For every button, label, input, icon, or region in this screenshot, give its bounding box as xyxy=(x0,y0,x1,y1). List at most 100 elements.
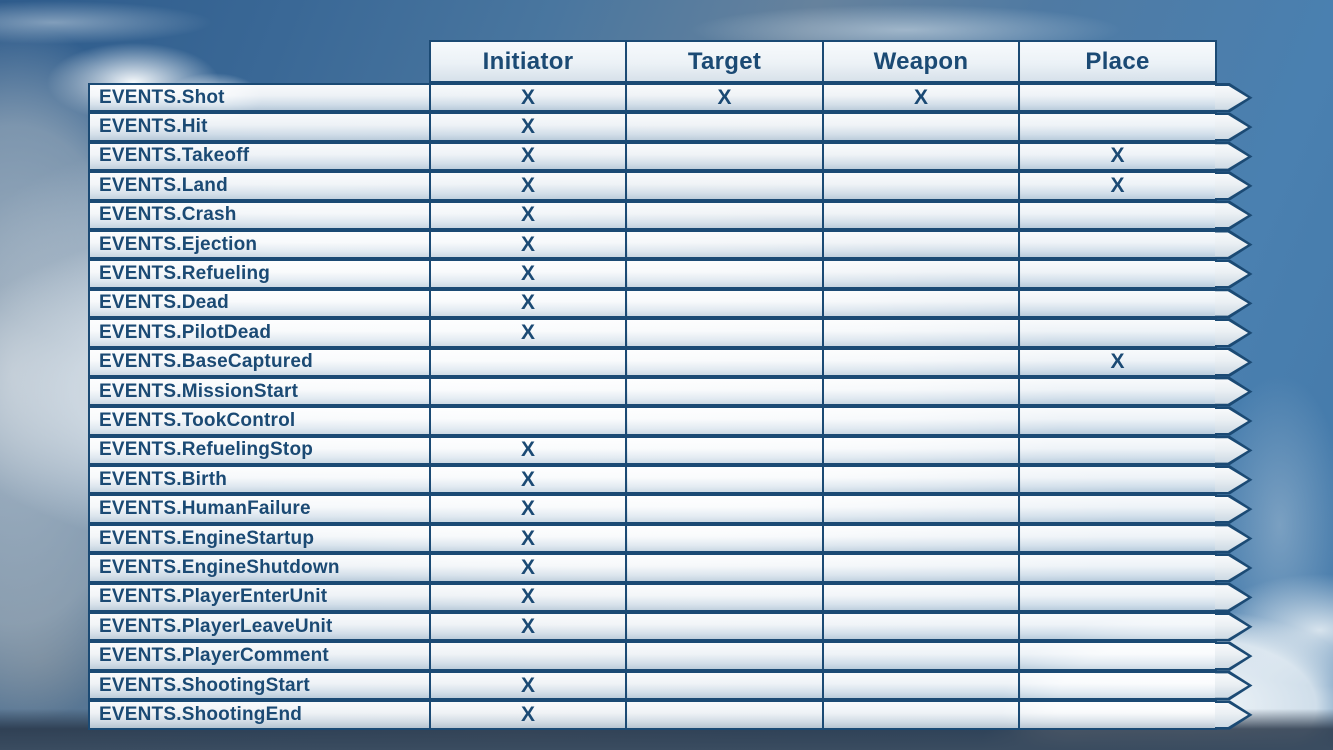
event-name-cell: EVENTS.PlayerEnterUnit xyxy=(88,582,431,613)
mark-cell-weapon xyxy=(821,259,1021,289)
table-row: EVENTS.PlayerEnterUnit X xyxy=(88,582,1253,613)
mark-cell-place xyxy=(1018,435,1217,466)
table-row: EVENTS.Refueling X xyxy=(88,259,1253,289)
table-row: EVENTS.ShootingStart X xyxy=(88,670,1253,701)
table-row: EVENTS.Hit X xyxy=(88,112,1253,142)
row-arrow-tip xyxy=(1215,671,1253,700)
row-arrow-tip xyxy=(1215,201,1253,230)
mark-cell-place: X xyxy=(1018,347,1217,377)
mark-cell-initiator: X xyxy=(428,582,628,613)
row-arrow-tip xyxy=(1215,700,1253,729)
mark-cell-target xyxy=(625,347,824,377)
row-arrow-tip xyxy=(1215,494,1253,523)
column-header-target: Target xyxy=(625,40,824,83)
table-row: EVENTS.Dead X xyxy=(88,288,1253,319)
mark-cell-weapon xyxy=(821,171,1021,201)
mark-cell-weapon xyxy=(821,641,1021,671)
event-name-cell: EVENTS.Refueling xyxy=(88,259,431,289)
event-name-cell: EVENTS.Land xyxy=(88,171,431,201)
event-name-cell: EVENTS.PlayerComment xyxy=(88,641,431,671)
table-row: EVENTS.Birth X xyxy=(88,465,1253,495)
mark-cell-place xyxy=(1018,523,1217,554)
mark-cell-place xyxy=(1018,318,1217,348)
row-arrow-tip xyxy=(1215,641,1253,670)
event-name-cell: EVENTS.PlayerLeaveUnit xyxy=(88,612,431,642)
mark-cell-weapon xyxy=(821,523,1021,554)
mark-cell-target xyxy=(625,171,824,201)
mark-cell-target xyxy=(625,141,824,172)
mark-cell-place xyxy=(1018,200,1217,230)
column-header-initiator: Initiator xyxy=(428,40,628,83)
row-arrow-tip xyxy=(1215,553,1253,582)
event-name-cell: EVENTS.ShootingEnd xyxy=(88,700,431,730)
mark-cell-initiator xyxy=(428,406,628,436)
event-name-cell: EVENTS.Hit xyxy=(88,112,431,142)
table-row: EVENTS.PlayerLeaveUnit X xyxy=(88,612,1253,642)
table-header-row: Initiator Target Weapon Place xyxy=(428,40,1253,83)
mark-cell-place xyxy=(1018,259,1217,289)
row-arrow-tip xyxy=(1215,142,1253,171)
row-arrow-tip xyxy=(1215,259,1253,288)
mark-cell-target xyxy=(625,582,824,613)
mark-cell-target xyxy=(625,465,824,495)
event-name-cell: EVENTS.Birth xyxy=(88,465,431,495)
mark-cell-target xyxy=(625,229,824,260)
mark-cell-place: X xyxy=(1018,171,1217,201)
table-row: EVENTS.Ejection X xyxy=(88,229,1253,260)
mark-cell-target xyxy=(625,670,824,701)
row-arrow-tip xyxy=(1215,406,1253,435)
event-name-cell: EVENTS.Crash xyxy=(88,200,431,230)
column-header-place: Place xyxy=(1018,40,1217,83)
table-row: EVENTS.MissionStart xyxy=(88,376,1253,407)
mark-cell-target xyxy=(625,112,824,142)
event-name-cell: EVENTS.Shot xyxy=(88,83,431,113)
mark-cell-initiator: X xyxy=(428,318,628,348)
table-row: EVENTS.Shot X X X xyxy=(88,83,1253,113)
mark-cell-initiator: X xyxy=(428,612,628,642)
mark-cell-place xyxy=(1018,112,1217,142)
event-name-cell: EVENTS.MissionStart xyxy=(88,376,431,407)
event-rows: EVENTS.Shot X X X EVENTS.Hit X EVENTS.Ta… xyxy=(88,83,1253,730)
mark-cell-weapon: X xyxy=(821,83,1021,113)
mark-cell-weapon xyxy=(821,200,1021,230)
mark-cell-initiator: X xyxy=(428,171,628,201)
table-row: EVENTS.RefuelingStop X xyxy=(88,435,1253,466)
mark-cell-place xyxy=(1018,670,1217,701)
mark-cell-weapon xyxy=(821,141,1021,172)
mark-cell-initiator xyxy=(428,376,628,407)
mark-cell-initiator: X xyxy=(428,259,628,289)
mark-cell-initiator: X xyxy=(428,141,628,172)
table-row: EVENTS.HumanFailure X xyxy=(88,494,1253,524)
mark-cell-initiator: X xyxy=(428,288,628,319)
mark-cell-weapon xyxy=(821,494,1021,524)
mark-cell-initiator: X xyxy=(428,700,628,730)
row-arrow-tip xyxy=(1215,230,1253,259)
mark-cell-initiator: X xyxy=(428,229,628,260)
mark-cell-target xyxy=(625,376,824,407)
mark-cell-target xyxy=(625,553,824,583)
mark-cell-weapon xyxy=(821,288,1021,319)
mark-cell-place xyxy=(1018,288,1217,319)
mark-cell-weapon xyxy=(821,229,1021,260)
table-row: EVENTS.PlayerComment xyxy=(88,641,1253,671)
mark-cell-target: X xyxy=(625,83,824,113)
table-row: EVENTS.PilotDead X xyxy=(88,318,1253,348)
event-name-cell: EVENTS.Takeoff xyxy=(88,141,431,172)
mark-cell-target xyxy=(625,641,824,671)
mark-cell-place xyxy=(1018,229,1217,260)
mark-cell-weapon xyxy=(821,347,1021,377)
mark-cell-place xyxy=(1018,494,1217,524)
row-arrow-tip xyxy=(1215,171,1253,200)
event-name-cell: EVENTS.Dead xyxy=(88,288,431,319)
mark-cell-target xyxy=(625,435,824,466)
mark-cell-place xyxy=(1018,553,1217,583)
column-header-weapon: Weapon xyxy=(821,40,1021,83)
mark-cell-weapon xyxy=(821,553,1021,583)
mark-cell-target xyxy=(625,523,824,554)
row-arrow-tip xyxy=(1215,612,1253,641)
mark-cell-initiator xyxy=(428,347,628,377)
mark-cell-initiator: X xyxy=(428,494,628,524)
row-arrow-tip xyxy=(1215,318,1253,347)
mark-cell-place xyxy=(1018,83,1217,113)
event-name-cell: EVENTS.RefuelingStop xyxy=(88,435,431,466)
